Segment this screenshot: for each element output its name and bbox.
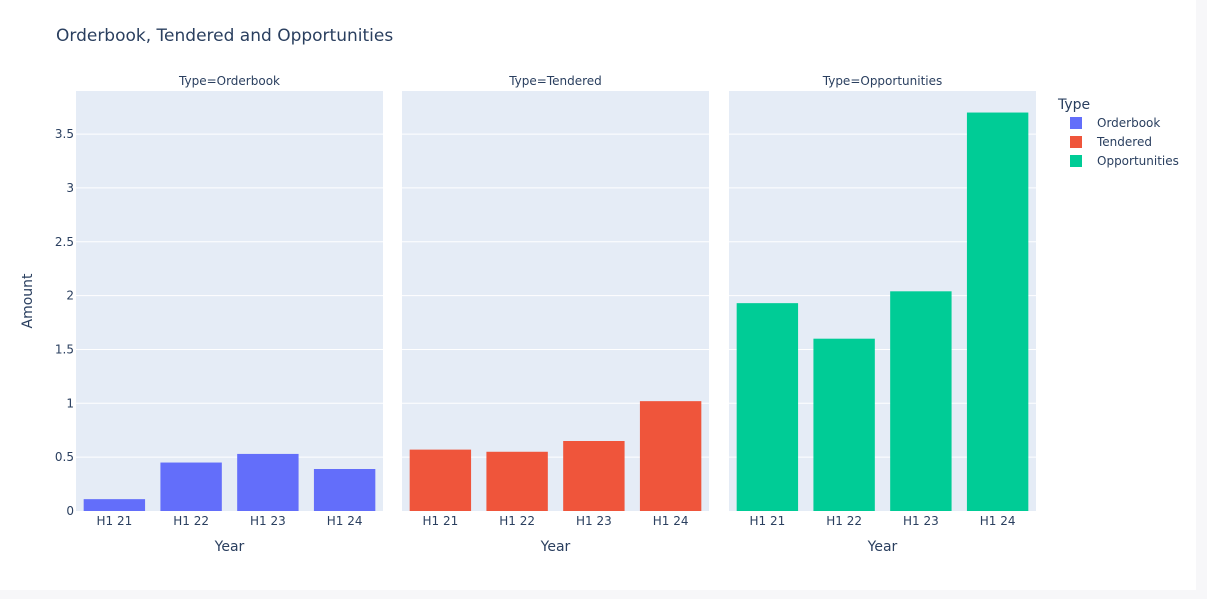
bar[interactable] — [736, 303, 799, 511]
y-axis-title: Amount — [20, 273, 36, 329]
bar[interactable] — [409, 449, 472, 511]
legend-label: Tendered — [1096, 135, 1152, 149]
legend-item[interactable]: Orderbook — [1070, 116, 1160, 130]
legend-title: Type — [1057, 97, 1090, 113]
chart-title: Orderbook, Tendered and Opportunities — [56, 26, 393, 46]
x-tick-label: H1 22 — [173, 514, 209, 528]
y-tick-label: 2.5 — [55, 235, 74, 249]
y-tick-label: 1.5 — [55, 342, 74, 356]
legend-swatch — [1070, 136, 1082, 148]
y-tick-label: 3.5 — [55, 127, 74, 141]
legend-swatch — [1070, 155, 1082, 167]
y-tick-label: 2 — [66, 289, 74, 303]
x-tick-label: H1 23 — [903, 514, 939, 528]
chart-container: Orderbook, Tendered and Opportunities Am… — [20, 26, 1179, 555]
facet-panel: Type=Orderbook H1 21 H1 22 H1 23 H1 24 Year — [76, 74, 383, 555]
x-tick-label: H1 22 — [499, 514, 535, 528]
bar[interactable] — [83, 499, 146, 511]
x-tick-label: H1 23 — [576, 514, 612, 528]
y-tick-label: 0 — [66, 504, 74, 518]
x-axis-title: Year — [214, 539, 245, 555]
y-tick-label: 0.5 — [55, 450, 74, 464]
x-tick-label: H1 21 — [423, 514, 459, 528]
facet-subtitle: Type=Orderbook — [178, 74, 280, 88]
legend-swatch — [1070, 117, 1082, 129]
bar[interactable] — [890, 291, 952, 511]
y-tick-label: 3 — [66, 181, 74, 195]
legend-label: Orderbook — [1097, 116, 1160, 130]
legend-item[interactable]: Opportunities — [1070, 154, 1179, 168]
legend-label: Opportunities — [1097, 154, 1179, 168]
x-tick-label: H1 21 — [750, 514, 786, 528]
facet-panel: Type=Opportunities H1 21 H1 22 H1 23 H1 24 Ye… — [729, 74, 1036, 555]
plot-area — [76, 91, 383, 511]
legend: Type Orderbook Tendered Opportunities — [1057, 97, 1179, 168]
x-tick-label: H1 24 — [980, 514, 1016, 528]
bar[interactable] — [486, 451, 548, 511]
facet-panel: Type=Tendered H1 21 H1 22 H1 23 H1 24 Year — [402, 74, 709, 555]
x-axis-title: Year — [540, 539, 571, 555]
x-tick-label: H1 23 — [250, 514, 286, 528]
facet-subtitle: Type=Opportunities — [822, 74, 943, 88]
bar[interactable] — [966, 112, 1029, 512]
x-axis-title: Year — [867, 539, 898, 555]
bar[interactable] — [313, 469, 376, 511]
faceted-bar-chart: Orderbook, Tendered and Opportunities Am… — [20, 26, 1179, 555]
x-tick-label: H1 21 — [97, 514, 133, 528]
bar[interactable] — [639, 401, 702, 511]
bar[interactable] — [563, 441, 625, 511]
x-tick-label: H1 22 — [826, 514, 862, 528]
bar[interactable] — [813, 338, 875, 511]
facet-subtitle: Type=Tendered — [508, 74, 602, 88]
x-tick-label: H1 24 — [327, 514, 363, 528]
legend-item[interactable]: Tendered — [1070, 135, 1152, 149]
x-tick-label: H1 24 — [653, 514, 689, 528]
bar[interactable] — [160, 462, 222, 511]
y-tick-label: 1 — [66, 396, 74, 410]
bar[interactable] — [237, 453, 299, 511]
